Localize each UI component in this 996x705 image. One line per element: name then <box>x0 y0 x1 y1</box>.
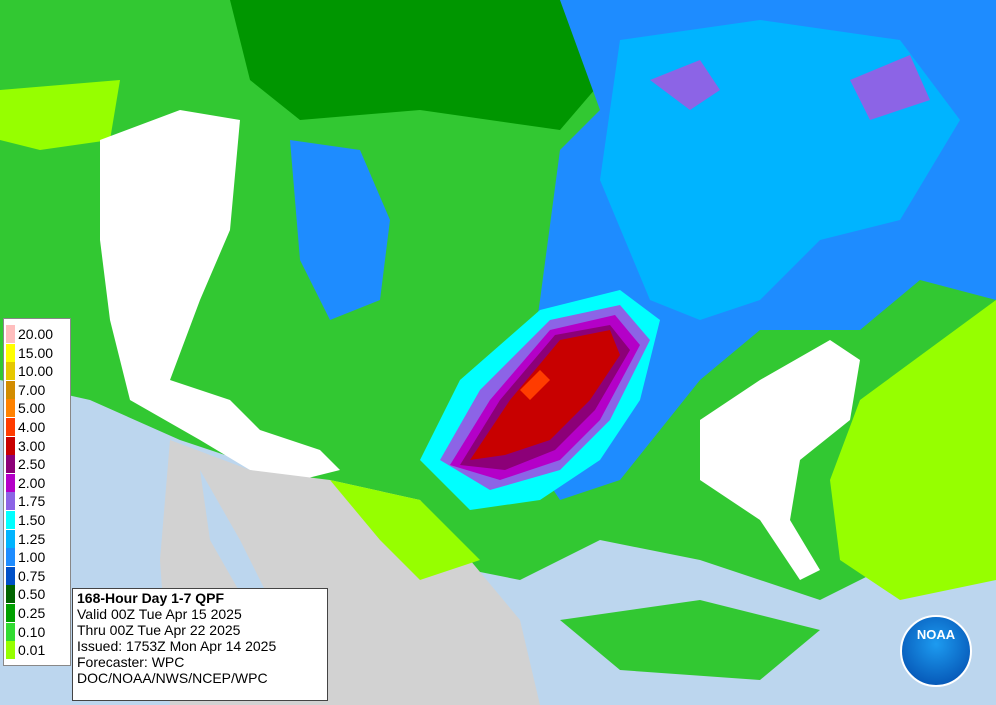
legend-swatch <box>6 399 15 418</box>
legend-swatch <box>6 604 15 622</box>
legend-row: 2.50 <box>4 455 72 474</box>
info-title: 168-Hour Day 1-7 QPF <box>77 590 225 606</box>
legend-swatch <box>6 622 15 641</box>
legend-swatch <box>6 473 15 492</box>
legend-swatch <box>6 492 15 511</box>
legend-swatch <box>6 362 15 381</box>
legend-row: 7.00 <box>4 380 72 399</box>
info-line: Forecaster: WPC <box>77 654 185 670</box>
info-line: DOC/NOAA/NWS/NCEP/WPC <box>77 670 268 686</box>
legend-row: 1.75 <box>4 492 72 511</box>
legend-row: 0.25 <box>4 604 72 622</box>
legend-label: 0.50 <box>18 586 46 603</box>
legend-label: 0.10 <box>18 623 46 640</box>
legend-swatch <box>6 380 15 399</box>
legend-swatch <box>6 548 15 567</box>
legend-swatch <box>6 343 15 362</box>
legend-label: 10.00 <box>18 363 54 380</box>
info-line: Valid 00Z Tue Apr 15 2025 <box>77 606 242 622</box>
legend-row: 10.00 <box>4 362 72 381</box>
legend-label: 0.75 <box>18 567 46 584</box>
legend-row: 15.00 <box>4 343 72 362</box>
legend-swatch <box>6 325 15 343</box>
info-box: 168-Hour Day 1-7 QPF Valid 00Z Tue Apr 1… <box>72 588 328 701</box>
legend-label: 5.00 <box>18 400 46 417</box>
legend-label: 20.00 <box>18 326 54 342</box>
legend-label: 0.25 <box>18 605 46 621</box>
info-line: Thru 00Z Tue Apr 22 2025 <box>77 622 241 638</box>
legend-swatch <box>6 641 15 660</box>
legend-label: 15.00 <box>18 344 54 361</box>
legend-row: 0.01 <box>4 641 72 660</box>
legend-label: 0.01 <box>18 642 46 659</box>
legend-label: 2.50 <box>18 456 46 473</box>
legend-row: 2.00 <box>4 473 72 492</box>
legend-row: 20.00 <box>4 325 72 343</box>
legend-label: 1.25 <box>18 530 46 547</box>
legend-row: 5.00 <box>4 399 72 418</box>
legend-row: 4.00 <box>4 418 72 436</box>
legend-row: 0.75 <box>4 566 72 585</box>
noaa-logo: NOAA <box>900 615 972 687</box>
legend-swatch <box>6 529 15 548</box>
legend-swatch <box>6 436 15 455</box>
legend-row: 1.25 <box>4 529 72 548</box>
info-line: Issued: 1753Z Mon Apr 14 2025 <box>77 638 277 654</box>
logo-text: NOAA <box>916 627 956 642</box>
legend-swatch <box>6 455 15 474</box>
legend-label: 1.75 <box>18 493 46 510</box>
legend-label: 1.00 <box>18 549 46 566</box>
legend-label: 3.00 <box>18 437 46 454</box>
legend-swatch <box>6 585 15 604</box>
legend-row: 0.50 <box>4 585 72 604</box>
legend-row: 1.00 <box>4 548 72 567</box>
legend-label: 1.50 <box>18 512 46 528</box>
legend-label: 7.00 <box>18 381 46 398</box>
legend-swatch <box>6 511 15 529</box>
legend-row: 3.00 <box>4 436 72 455</box>
legend-swatch <box>6 418 15 436</box>
legend-swatch <box>6 566 15 585</box>
legend-label: 2.00 <box>18 474 46 491</box>
legend-row: 1.50 <box>4 511 72 529</box>
legend: 20.00 15.00 10.00 7.00 5.00 4.00 3.00 2.50 2.00 1… <box>3 318 71 666</box>
legend-label: 4.00 <box>18 419 46 435</box>
legend-row: 0.10 <box>4 622 72 641</box>
